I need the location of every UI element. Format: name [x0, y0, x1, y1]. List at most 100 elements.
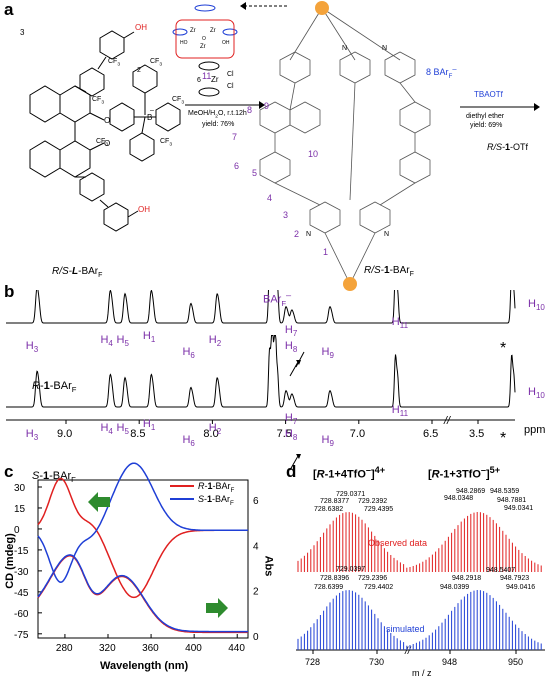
tbaotf-label: TBAOTf [474, 90, 503, 99]
nmr-peak-bottom-h5: H5 [116, 422, 129, 437]
cf3-label-5: CF3 [96, 138, 109, 148]
svg-text:Zr: Zr [211, 75, 219, 84]
cd-green-arrow-left [88, 492, 110, 512]
nmr-peak-bottom-h8: H8 [284, 428, 298, 443]
panel-label-d: d [286, 462, 297, 481]
ms-observed-peak-label: 728.8377 [320, 498, 350, 505]
nmr-peak-top-h11: H11 [391, 316, 409, 331]
svg-text:Cl: Cl [227, 83, 234, 90]
cd-xtick-label: 440 [228, 643, 245, 654]
cd-ytick-label: -30 [14, 567, 29, 578]
svg-text:O: O [202, 36, 206, 42]
reaction-arrow-1 [185, 101, 265, 109]
ms-observed-peak-label: 948.0348 [444, 495, 474, 502]
cd-ytick-label: -75 [14, 630, 29, 641]
nmr-tick-label: 7.5 [277, 428, 292, 440]
cage-num-2: 2 [294, 229, 300, 239]
svg-text:B: B [147, 113, 152, 122]
svg-text:6: 6 [197, 77, 201, 84]
ms-tick-label: 948 [442, 657, 457, 667]
nmr-peak-top-h6: H6 [182, 346, 195, 361]
svg-text:–: – [150, 107, 154, 114]
nmr-star-bottom: * [500, 430, 507, 447]
ms-observed-peak-label: 728.6382 [314, 506, 344, 513]
cage-num-4: 4 [267, 193, 273, 203]
cd-y2tick-label: 2 [253, 587, 259, 598]
cage-structure: N N N N [259, 1, 431, 291]
ms-tick-label: 950 [508, 657, 523, 667]
cd-ytick-label: -45 [14, 588, 29, 599]
cd-plot-frame [37, 479, 249, 639]
nmr-trace-bottom [6, 335, 516, 408]
ms-observed-label: Observed data [368, 538, 428, 548]
nmr-bar-label: BArF– [263, 290, 292, 308]
panel-label-b: b [4, 282, 15, 301]
cd-legend-r: R-1-BArF [198, 481, 235, 494]
cage-num-3: 3 [283, 210, 289, 220]
cd-ytick-label: 30 [14, 483, 26, 494]
yield-2: yield: 69% [470, 122, 503, 129]
nmr-peak-top-h8: H8 [284, 340, 298, 355]
ms-simulated-peak-label: 728.8396 [320, 575, 350, 582]
ms-chart: // 728 730 948 950 [296, 512, 545, 667]
nmr-peak-bottom-h4: H4 [100, 422, 113, 437]
cd-ylabel: CD (mdeg) [3, 533, 16, 589]
cd-y2label: Abs [262, 555, 275, 577]
svg-text:Zr: Zr [210, 28, 216, 34]
nmr-peak-top-h1: H1 [142, 330, 156, 345]
svg-text://: // [443, 415, 451, 427]
nmr-tick-label: 9.0 [57, 428, 72, 440]
ms-simulated-peak-label: 729.0397 [336, 566, 366, 573]
ms-simulated-peak-label: 948.2918 [452, 575, 482, 582]
nmr-peak-bottom-h7: H7 [284, 412, 298, 427]
nmr-tick-label: 6.5 [423, 428, 438, 440]
ms-simulated-peak-label: 729.2396 [358, 575, 388, 582]
ms-tick-label: 728 [305, 657, 320, 667]
ms-simulated-peak-label: 948.7923 [500, 575, 530, 582]
cage-num-7: 7 [232, 132, 238, 142]
svg-text:OH: OH [222, 40, 230, 46]
cf3-label-2: CF3 [150, 58, 163, 68]
svg-text://: // [404, 646, 412, 657]
nmr-peak-bottom-h10: H10 [528, 386, 545, 401]
ms-tick-label: 730 [369, 657, 384, 667]
cd-y2tick-label: 6 [253, 496, 259, 507]
ms-simulated-peak-label: 948.5407 [486, 567, 516, 574]
svg-text:N: N [306, 231, 311, 238]
svg-text:HO: HO [180, 40, 188, 46]
ms-simulated-peak-label: 949.0416 [506, 584, 536, 591]
ms-observed-peak-label: 948.7881 [497, 497, 527, 504]
nmr-star-top: * [500, 340, 507, 357]
cage-label: R/S-1-BArF [364, 265, 414, 278]
scheme-ligand-structure: OH OH 3 O O [20, 23, 150, 232]
cd-y2tick-label: 0 [253, 632, 259, 643]
cd-xtick-label: 280 [56, 643, 73, 654]
nmr-peak-bottom-h9: H9 [321, 434, 334, 449]
svg-text:Zr: Zr [190, 28, 196, 34]
cage-num-10: 10 [308, 149, 319, 159]
cd-curve-s [37, 462, 248, 583]
cd-ytick-label: 15 [14, 504, 26, 515]
ms-observed-peak-label: 729.4395 [364, 506, 394, 513]
ligand-methoxy-bottom: O [104, 139, 110, 148]
ms-observed-peak-label: 729.2392 [358, 498, 388, 505]
nmr-top-label: R-1-BArF [32, 380, 77, 395]
reaction-arrow-2 [460, 103, 540, 111]
nmr-ppm-label: ppm [524, 424, 546, 436]
borate-structure: B – 2 [109, 64, 181, 162]
abs-curve-s [37, 554, 248, 633]
svg-text:2: 2 [137, 67, 141, 74]
abs-green-arrow-right [206, 598, 228, 618]
zirconocene-reagent: Zr Cl Cl 6 [197, 61, 234, 97]
ms-observed-peak-label: 729.0371 [336, 491, 366, 498]
nmr-peak-top-h10: H10 [528, 298, 545, 313]
ms-observed-peak-label: 948.2869 [456, 488, 486, 495]
ligand-methoxy-top: O [104, 116, 110, 125]
cage-num-8: 8 [247, 105, 253, 115]
svg-text:Cl: Cl [227, 71, 234, 78]
conditions-1: MeOH/H2O, r.t.12h [188, 110, 247, 120]
carboxyl-bottom: OH [138, 205, 150, 214]
nmr-h7-arrow-top [289, 360, 301, 377]
nmr-peak-top-h2: H2 [208, 334, 222, 349]
cluster-number: 11 [202, 71, 212, 81]
